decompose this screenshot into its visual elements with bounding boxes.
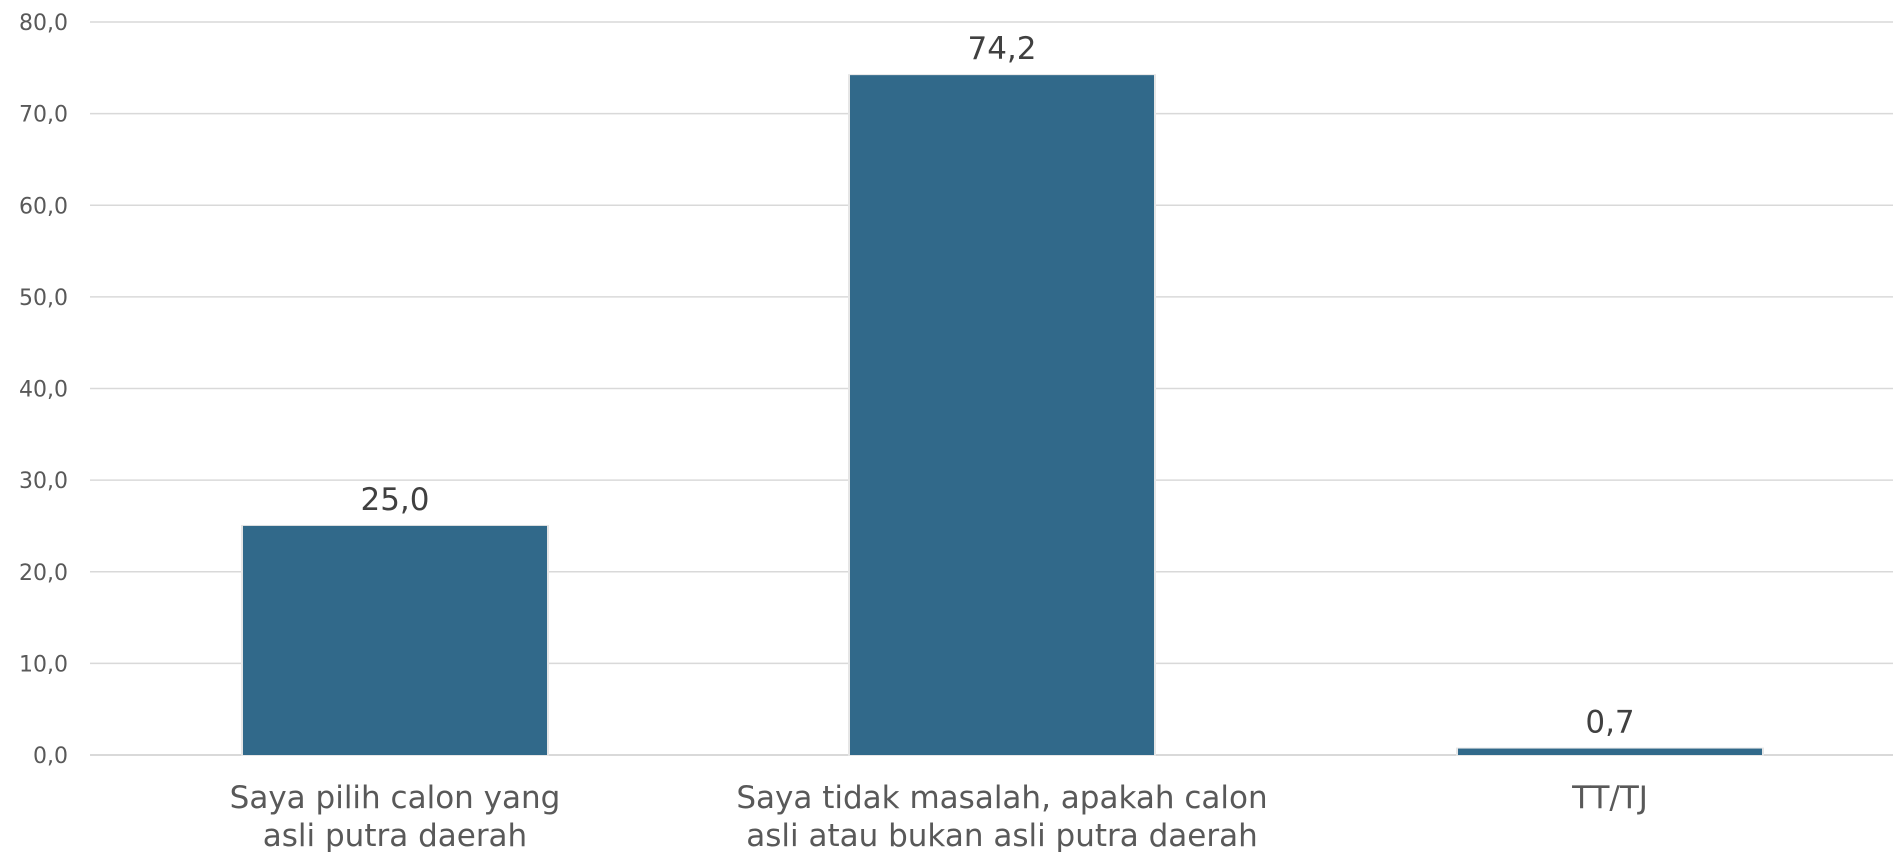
x-category-label-line: asli putra daerah: [263, 818, 527, 852]
x-category-label: TT/TJ: [1571, 780, 1648, 816]
bars: [241, 74, 1764, 756]
y-tick-label: 30,0: [19, 469, 68, 494]
x-category-label-line: Saya tidak masalah, apakah calon: [736, 780, 1267, 816]
y-axis-tick-labels: 0,0 10,0 20,0 30,0 40,0 50,0 60,0 70,0 80,0: [19, 11, 68, 769]
y-tick-label: 70,0: [19, 103, 68, 128]
y-tick-label: 50,0: [19, 286, 68, 311]
x-category-label-line: asli atau bukan asli putra daerah: [746, 818, 1258, 852]
x-category-label: Saya pilih calon yang asli putra daerah: [230, 780, 561, 852]
x-category-label-line: TT/TJ: [1571, 780, 1648, 816]
bar-data-label: 25,0: [360, 482, 429, 518]
x-category-label: Saya tidak masalah, apakah calon asli ata…: [736, 780, 1267, 852]
y-tick-label: 40,0: [19, 378, 68, 403]
y-tick-label: 20,0: [19, 561, 68, 586]
data-labels: 25,0 74,2 0,7: [360, 31, 1634, 740]
y-tick-label: 60,0: [19, 194, 68, 219]
x-axis-category-labels: Saya pilih calon yang asli putra daerahSa…: [230, 780, 1648, 852]
bar: [1458, 748, 1762, 755]
y-tick-label: 10,0: [19, 652, 68, 677]
y-tick-label: 0,0: [33, 744, 68, 769]
bar-data-label: 0,7: [1585, 705, 1634, 741]
y-tick-label: 80,0: [19, 11, 68, 36]
bar: [243, 525, 547, 755]
x-category-label-line: Saya pilih calon yang: [230, 780, 561, 816]
bar-data-label: 74,2: [967, 31, 1036, 67]
bar: [850, 75, 1154, 755]
